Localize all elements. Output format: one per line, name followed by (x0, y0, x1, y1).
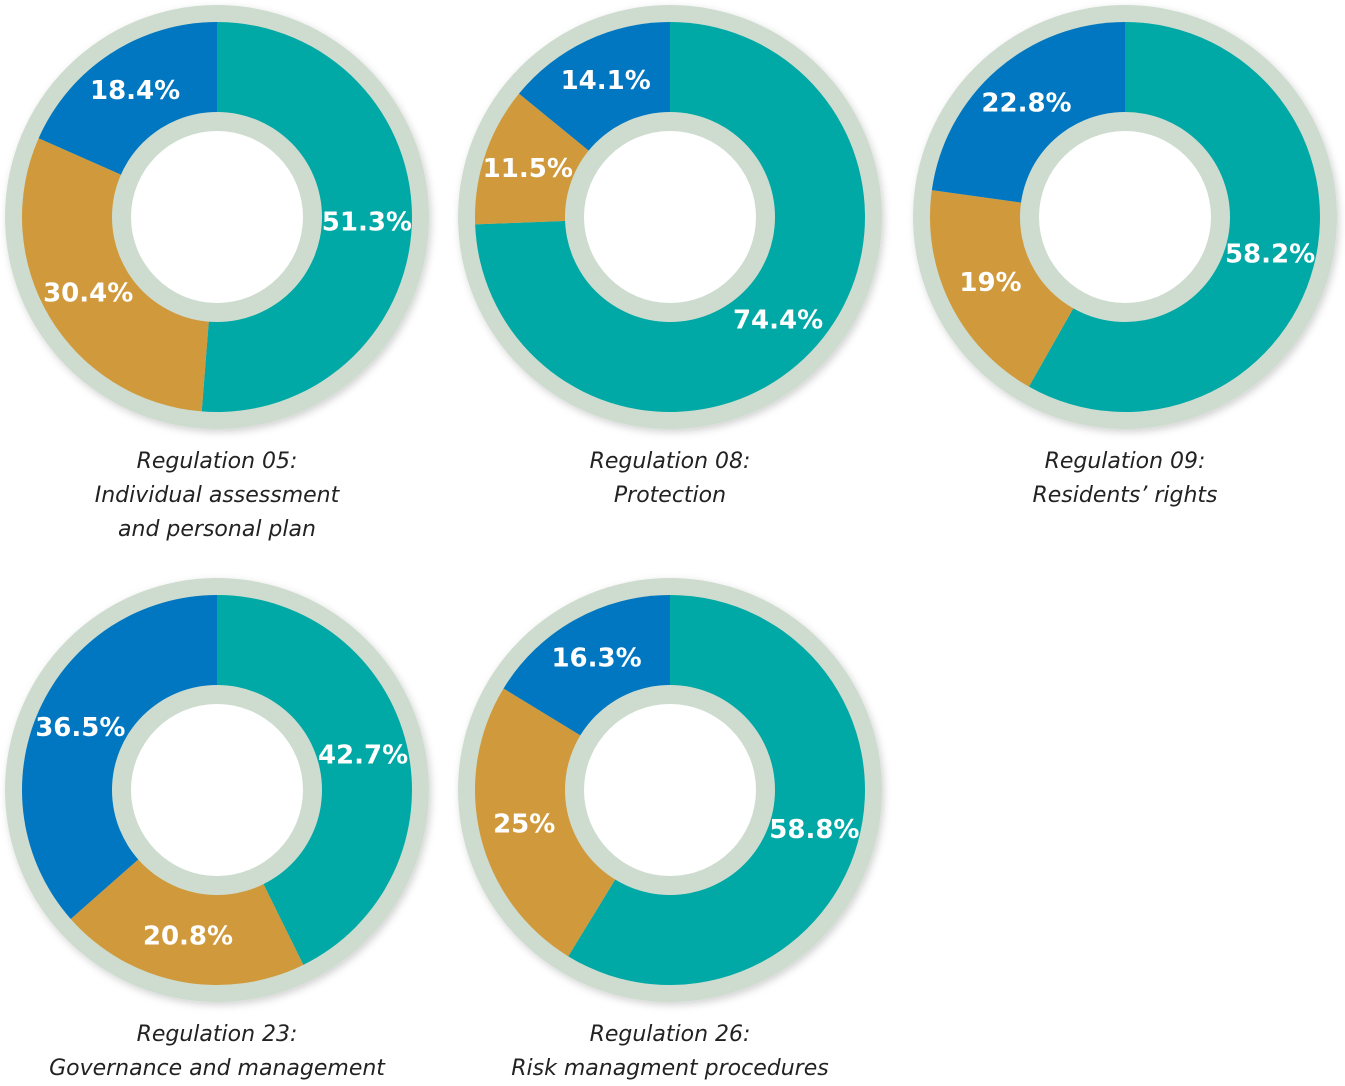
donut-chart: 74.4% 11.5% 14.1% (458, 5, 882, 429)
chart-caption: Regulation 26: Risk managment procedures (460, 1018, 880, 1086)
value-label: 25% (493, 810, 555, 840)
chart-title: Regulation 08: (589, 449, 751, 474)
value-label: 14.1% (561, 66, 651, 96)
value-label: 22.8% (981, 88, 1071, 118)
donut-chart: 42.7% 20.8% 36.5% (5, 578, 429, 1002)
value-label: 58.2% (1225, 240, 1315, 270)
value-label: 20.8% (143, 922, 233, 952)
value-label: 16.3% (551, 644, 641, 674)
donut-chart: 58.2% 19% 22.8% (913, 5, 1337, 429)
value-label: 74.4% (733, 306, 823, 336)
chart-title: Regulation 05: (136, 449, 298, 474)
value-label: 18.4% (90, 76, 180, 106)
value-label: 30.4% (43, 278, 133, 308)
donut-hole (1039, 131, 1211, 303)
value-label: 58.8% (769, 815, 859, 845)
chart-title: Regulation 26: (589, 1022, 751, 1047)
chart-caption: Regulation 23: Governance and management (7, 1018, 427, 1086)
value-label: 42.7% (318, 740, 408, 770)
donut-chart: 51.3% 30.4% 18.4% (5, 5, 429, 429)
donut-hole (131, 704, 303, 876)
donut-chart: 58.8% 25% 16.3% (458, 578, 882, 1002)
donut-hole (584, 704, 756, 876)
chart-subtitle: Individual assessment and personal plan (94, 483, 340, 542)
chart-caption: Regulation 05: Individual assessment and … (7, 445, 427, 547)
chart-title: Regulation 23: (136, 1022, 298, 1047)
chart-subtitle: Residents’ rights (1032, 483, 1218, 508)
donut-hole (584, 131, 756, 303)
chart-title: Regulation 09: (1044, 449, 1206, 474)
chart-subtitle: Protection (613, 483, 727, 508)
chart-caption: Regulation 08: Protection (460, 445, 880, 513)
chart-caption: Regulation 09: Residents’ rights (915, 445, 1335, 513)
donut-hole (131, 131, 303, 303)
chart-subtitle: Governance and management (49, 1056, 385, 1081)
value-label: 51.3% (322, 207, 412, 237)
chart-subtitle: Risk managment procedures (511, 1056, 829, 1081)
value-label: 11.5% (483, 154, 573, 184)
value-label: 19% (959, 268, 1021, 298)
value-label: 36.5% (35, 713, 125, 743)
